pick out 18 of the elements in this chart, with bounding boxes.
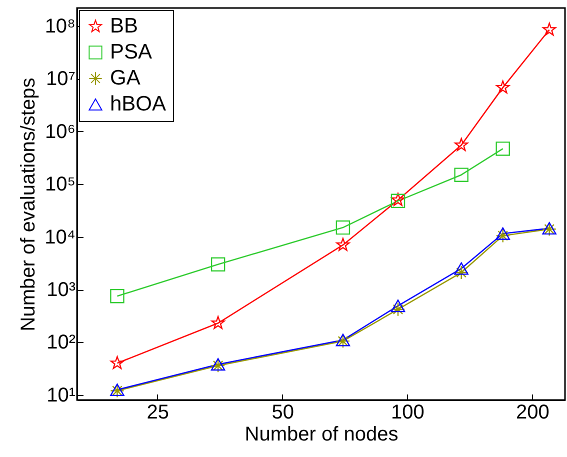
y-tick-label: 10⁶: [45, 120, 76, 143]
y-axis-title: Number of evaluations/steps: [18, 78, 40, 332]
y-tick-label: 10²: [46, 332, 76, 354]
y-tick-label: 10³: [46, 279, 76, 302]
x-tick-label: 100: [391, 402, 424, 424]
x-tick-label: 50: [272, 402, 294, 424]
y-tick-label: 10⁴: [44, 226, 76, 248]
x-tick-label: 25: [146, 402, 170, 424]
y-tick-label: 10⁷: [46, 68, 76, 90]
legend-label: PSA: [110, 40, 152, 64]
legend-label: GA: [110, 66, 140, 90]
legend-label: BB: [110, 14, 138, 38]
y-tick-label: 10⁸: [44, 16, 76, 38]
y-tick-label: 10¹: [46, 384, 76, 406]
legend-label: hBOA: [110, 92, 166, 116]
x-tick-label: 200: [516, 402, 550, 424]
x-axis-title: Number of nodes: [244, 424, 398, 446]
y-tick-label: 10⁵: [44, 174, 76, 196]
